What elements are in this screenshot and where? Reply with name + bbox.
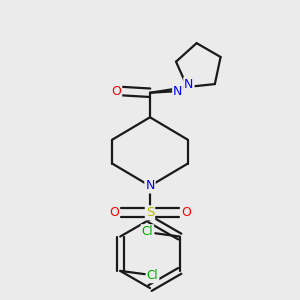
Text: N: N — [184, 78, 194, 91]
Text: Cl: Cl — [142, 225, 153, 238]
Text: S: S — [146, 206, 154, 219]
Text: O: O — [111, 85, 121, 98]
Text: O: O — [181, 206, 191, 219]
Text: N: N — [173, 85, 182, 98]
Text: Cl: Cl — [147, 269, 158, 282]
Text: N: N — [145, 179, 155, 193]
Text: O: O — [109, 206, 119, 219]
